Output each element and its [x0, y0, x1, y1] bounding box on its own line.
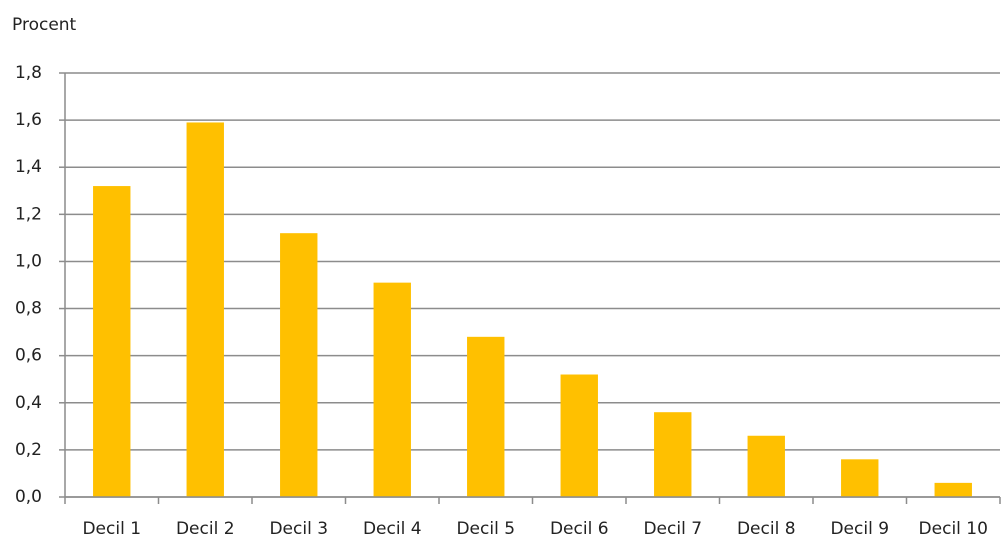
y-axis-label: Procent [12, 15, 77, 35]
bar [186, 122, 224, 497]
bar [280, 233, 318, 497]
x-tick-label: Decil 9 [830, 519, 889, 539]
bar [467, 336, 505, 497]
bar [93, 186, 131, 498]
bar [654, 412, 692, 497]
y-tick-label: 1,2 [15, 204, 42, 224]
bar [841, 459, 879, 497]
y-tick-label: 0,0 [15, 487, 42, 507]
y-tick-label: 0,6 [15, 346, 42, 366]
x-tick-label: Decil 3 [269, 519, 328, 539]
x-tick-label: Decil 8 [737, 519, 796, 539]
bar [373, 282, 411, 497]
y-tick-label: 0,4 [15, 393, 42, 413]
bar [934, 482, 972, 497]
bar [560, 374, 598, 497]
x-tick-label: Decil 2 [176, 519, 235, 539]
x-tick-label: Decil 10 [919, 519, 988, 539]
bar [747, 435, 785, 497]
y-tick-label: 1,0 [15, 251, 42, 271]
x-tick-label: Decil 5 [456, 519, 515, 539]
y-tick-label: 1,6 [15, 110, 42, 130]
x-tick-label: Decil 6 [550, 519, 609, 539]
x-tick-label: Decil 4 [363, 519, 422, 539]
y-tick-label: 0,8 [15, 299, 42, 319]
y-tick-label: 0,2 [15, 440, 42, 460]
y-tick-label: 1,8 [15, 63, 42, 83]
x-tick-label: Decil 1 [82, 519, 141, 539]
y-tick-label: 1,4 [15, 157, 42, 177]
x-tick-label: Decil 7 [643, 519, 702, 539]
